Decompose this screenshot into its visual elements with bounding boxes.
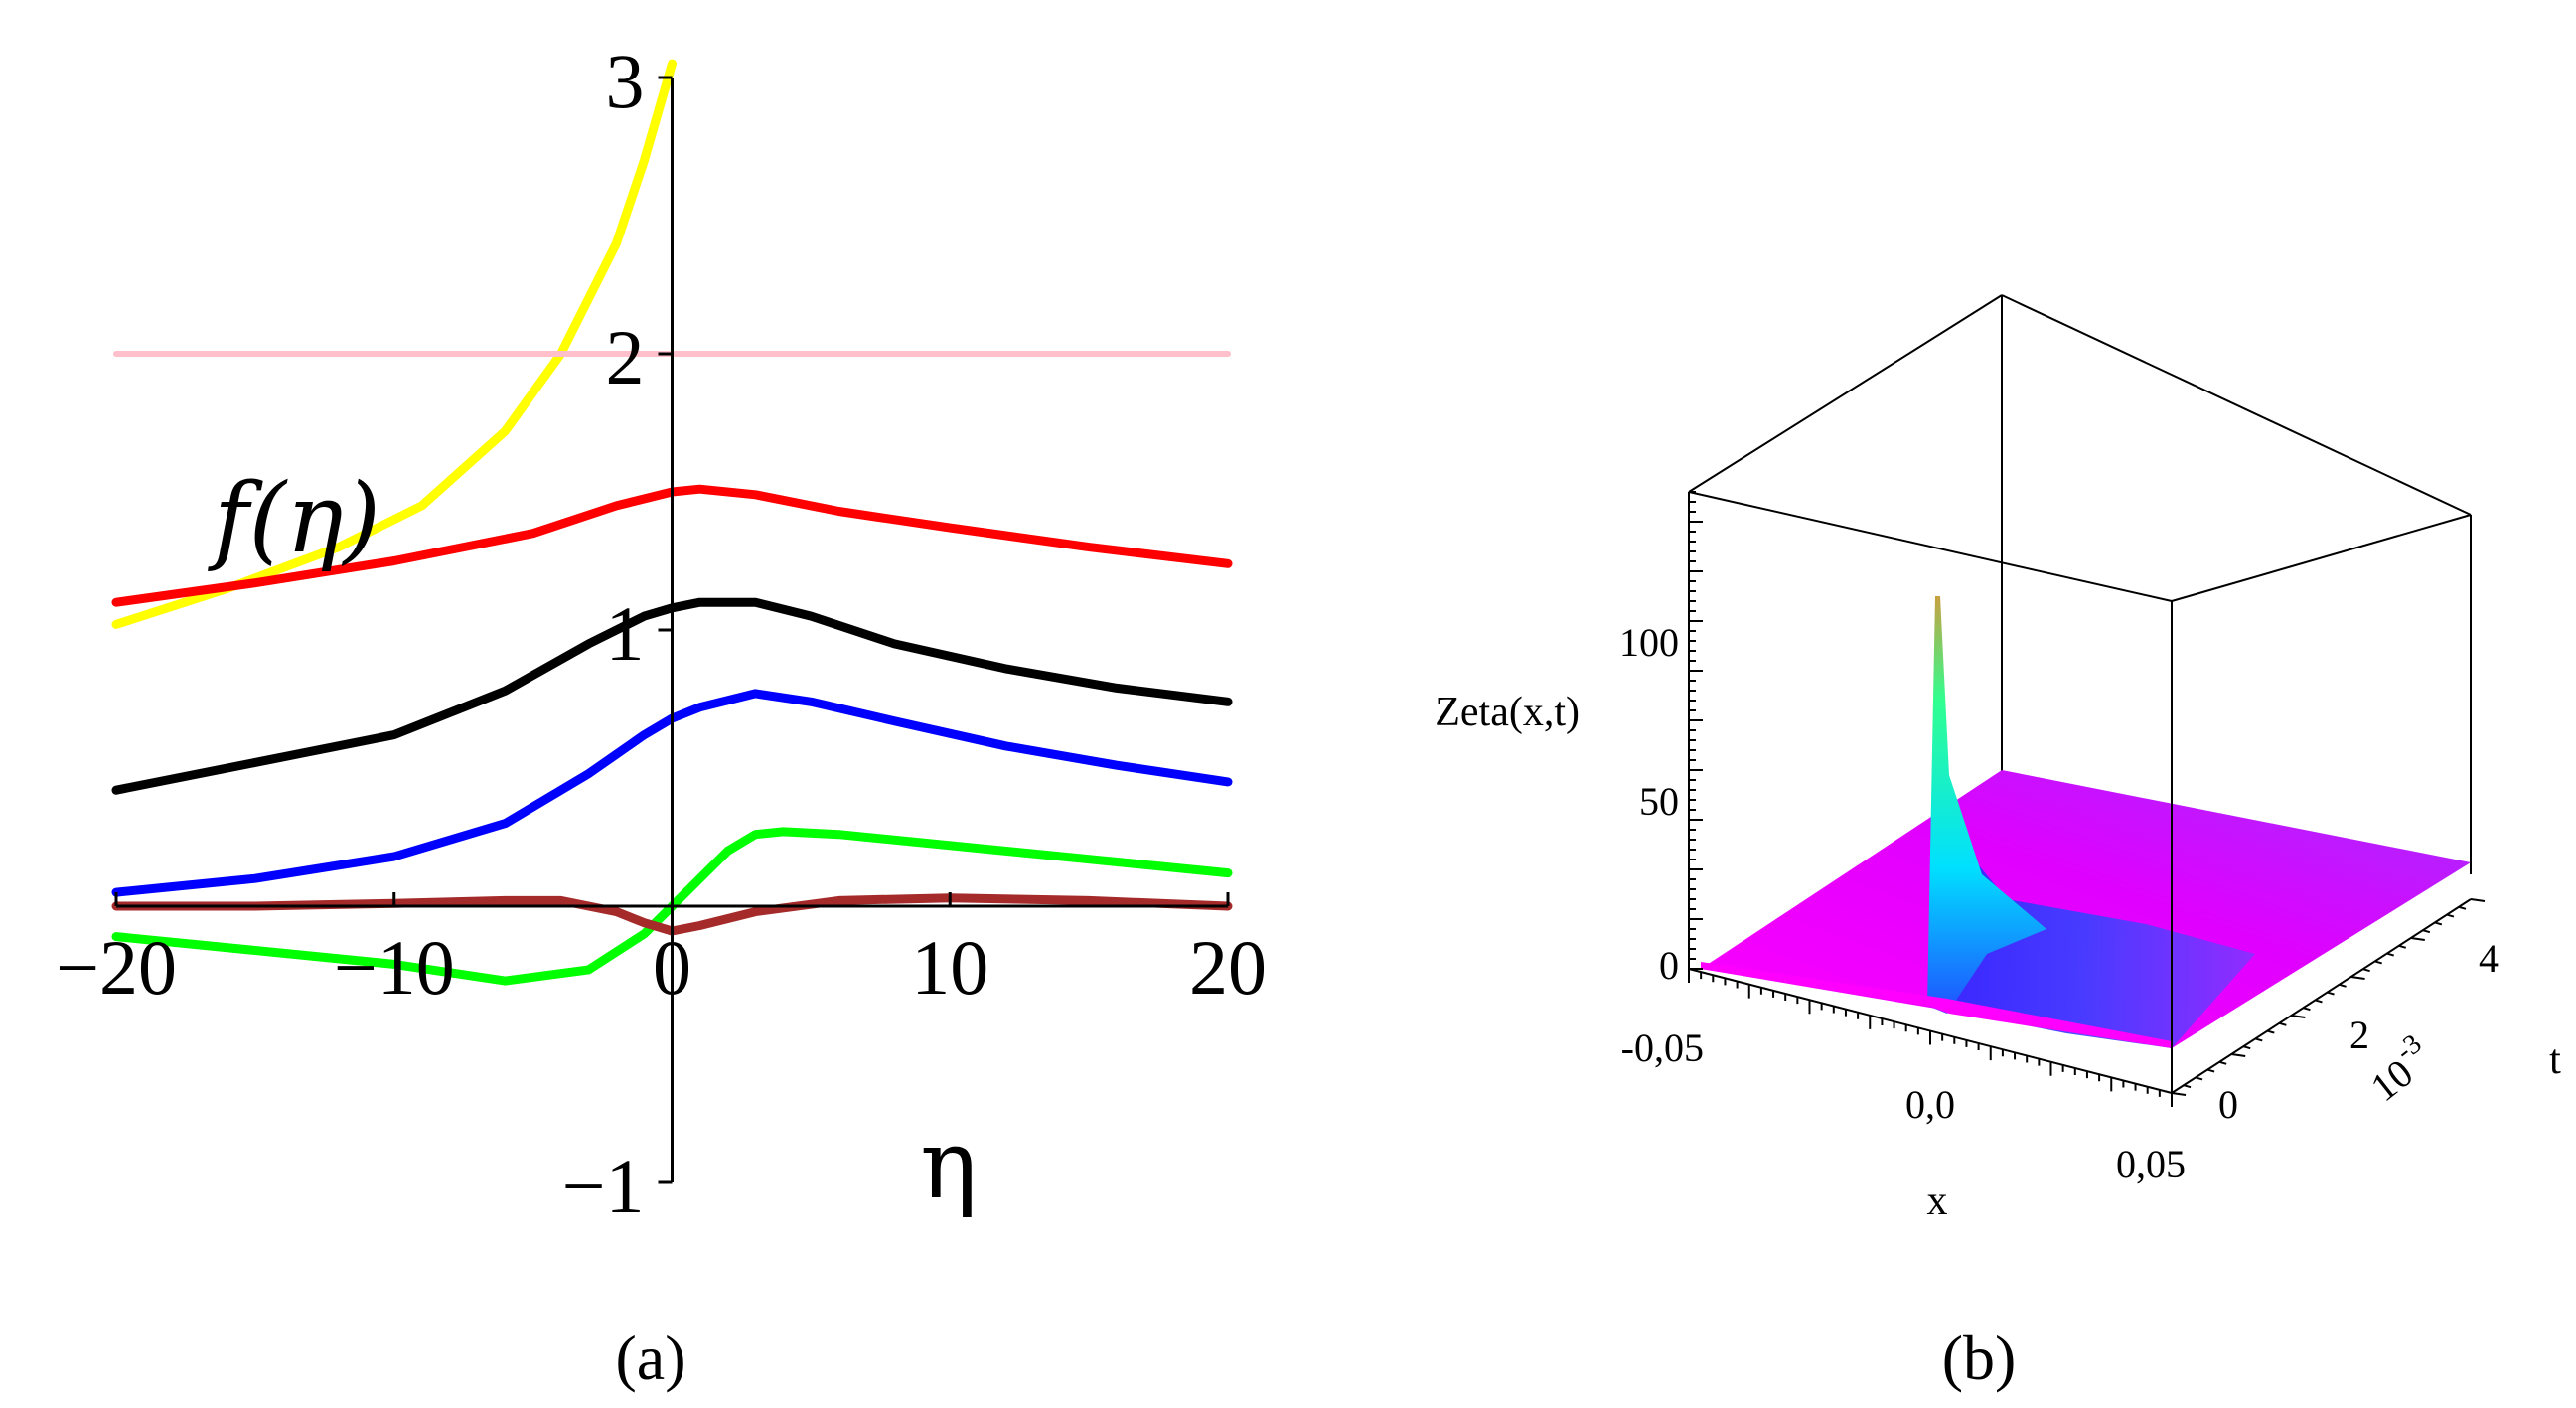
box-minor-ticks [1688, 491, 2486, 1107]
caption-b-text: (b) [1942, 1323, 2017, 1393]
t-minor-tick [2386, 952, 2394, 957]
t-minor-tick [2374, 960, 2382, 965]
t-minor-tick [2446, 913, 2455, 918]
t-minor-tick [2315, 999, 2323, 1004]
series-line-red [111, 484, 1233, 607]
z-tick-label-0: 0 [1659, 943, 1679, 988]
t-minor-tick [2206, 1068, 2215, 1073]
panel-a-line-chart: −20 −10 0 10 20 −1 1 2 3 η f(η) [56, 38, 1267, 1229]
caption-b: (b) [1942, 1323, 2017, 1393]
t-minor-tick [2458, 905, 2467, 910]
x-tick-label-max: 0,05 [2116, 1142, 2186, 1186]
t-minor-tick [2171, 1092, 2187, 1096]
z-tick-label-100: 100 [1619, 620, 1679, 665]
t-minor-tick [2195, 1076, 2203, 1081]
z-tick-label-50: 50 [1639, 779, 1679, 824]
t-tick-label-0: 0 [2218, 1082, 2238, 1127]
t-minor-tick [2279, 1021, 2287, 1026]
x-tick-label: 20 [1189, 924, 1267, 1011]
x-tick-label: −20 [56, 924, 177, 1011]
t-tick-label-4: 4 [2479, 936, 2499, 981]
t-minor-tick [2470, 898, 2486, 902]
x-tick-label-zero: 0,0 [1905, 1082, 1955, 1127]
series-line-black [111, 597, 1233, 795]
t-minor-tick [2255, 1037, 2263, 1042]
x-axis-label: η [920, 1109, 978, 1220]
box-back-edges [1688, 294, 2472, 775]
t-minor-tick [2434, 921, 2443, 926]
panel-b-3d-surface: 0 50 100 Zeta(x,t) -0,05 0,0 0,05 x 0 2 … [1435, 294, 2561, 1224]
series-line-blue [111, 689, 1233, 897]
t-minor-tick [2398, 944, 2407, 949]
t-minor-tick [2362, 968, 2370, 973]
y-tick-label: 3 [606, 38, 645, 124]
t-minor-tick [2218, 1060, 2227, 1065]
x-tick-label: 0 [653, 924, 691, 1011]
t-minor-tick [2303, 1007, 2311, 1012]
t-minor-tick [2327, 991, 2335, 996]
t-minor-tick [2183, 1084, 2192, 1089]
t-minor-tick [2339, 983, 2347, 988]
y-tick-label: 1 [606, 590, 645, 677]
t-tick-label-2: 2 [2349, 1013, 2369, 1057]
t-minor-tick [2422, 929, 2431, 934]
t-scale-label: 10 -3 [2362, 1028, 2428, 1110]
y-tick-label: −1 [562, 1143, 645, 1229]
series-line-yellow [111, 59, 677, 629]
x-tick-label: −10 [334, 924, 455, 1011]
series-line-green [111, 827, 1233, 986]
z-axis-label: Zeta(x,t) [1435, 690, 1580, 735]
x-tick-label-min: -0,05 [1621, 1025, 1704, 1070]
surface-trough [1940, 825, 2255, 1048]
t-minor-tick [2350, 976, 2365, 980]
t-minor-tick [2267, 1029, 2275, 1034]
x-tick-label: 10 [911, 924, 988, 1011]
t-minor-tick [2231, 1053, 2246, 1057]
t-minor-tick [2410, 937, 2425, 941]
surface-front-fold [1701, 962, 2172, 1048]
caption-a: (a) [615, 1323, 685, 1393]
surface-plane [1701, 770, 2471, 1048]
surface-peak [1927, 596, 2046, 1014]
x-axis-label: x [1927, 1178, 1948, 1224]
t-minor-tick [2291, 1015, 2306, 1018]
t-minor-tick [2242, 1045, 2251, 1050]
t-axis-label: t [2549, 1037, 2561, 1083]
series-line-brown [111, 893, 1233, 936]
caption-a-text: (a) [615, 1323, 685, 1393]
y-tick-label: 2 [606, 314, 645, 400]
y-axis-label: f(η) [208, 463, 380, 574]
